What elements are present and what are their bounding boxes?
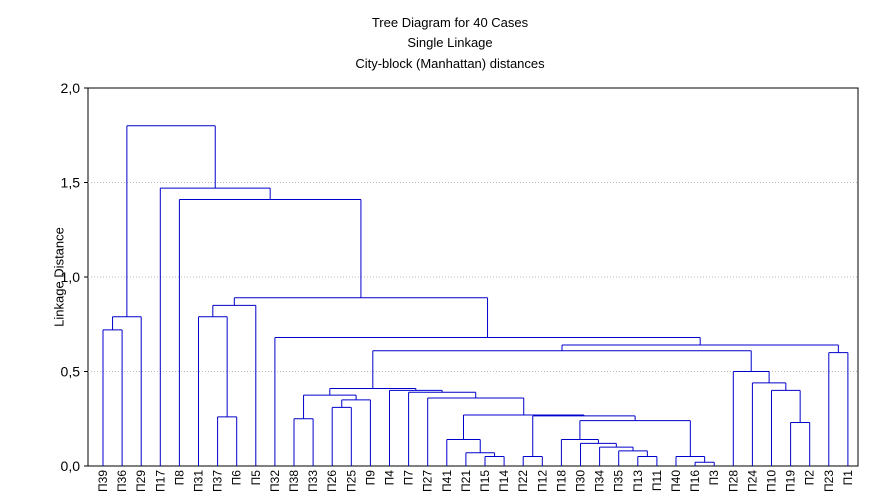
leaf-label: П30 bbox=[574, 470, 588, 492]
y-tick-label: 0,5 bbox=[61, 364, 81, 380]
leaf-label: П26 bbox=[325, 470, 339, 492]
leaf-label: П33 bbox=[306, 470, 320, 492]
chart-title: Tree Diagram for 40 Cases bbox=[372, 15, 529, 30]
leaf-label: П40 bbox=[669, 470, 683, 492]
leaf-label: П10 bbox=[765, 470, 779, 492]
chart-subtitle: Single Linkage bbox=[407, 35, 492, 50]
y-axis-label: Linkage Distance bbox=[51, 227, 66, 327]
leaf-label: П18 bbox=[554, 470, 568, 492]
leaf-label: П17 bbox=[153, 470, 167, 492]
leaf-label: П35 bbox=[612, 470, 626, 492]
leaf-label: П29 bbox=[134, 470, 148, 492]
leaf-label: П32 bbox=[268, 470, 282, 492]
leaf-label: П38 bbox=[287, 470, 301, 492]
leaf-label: П13 bbox=[631, 470, 645, 492]
leaf-label: П25 bbox=[344, 470, 358, 492]
leaf-label: П2 bbox=[803, 470, 817, 486]
y-tick-label: 1,0 bbox=[61, 269, 81, 285]
leaf-label: П31 bbox=[192, 470, 206, 492]
y-tick-label: 1,5 bbox=[61, 175, 81, 191]
chart-subtitle: City-block (Manhattan) distances bbox=[355, 56, 545, 71]
leaf-label: П37 bbox=[211, 470, 225, 492]
leaf-label: П14 bbox=[497, 470, 511, 492]
leaf-label: П8 bbox=[172, 470, 186, 486]
leaf-label: П5 bbox=[249, 470, 263, 486]
leaf-label: П4 bbox=[383, 470, 397, 486]
leaf-label: П6 bbox=[230, 470, 244, 486]
leaf-label: П1 bbox=[841, 470, 855, 486]
leaf-label: П15 bbox=[478, 470, 492, 492]
leaf-label: П34 bbox=[593, 470, 607, 492]
leaf-label: П16 bbox=[688, 470, 702, 492]
leaf-label: П22 bbox=[516, 470, 530, 492]
leaf-label: П7 bbox=[402, 470, 416, 486]
leaf-label: П36 bbox=[115, 470, 129, 492]
leaf-label: П24 bbox=[745, 470, 759, 492]
leaf-label: П21 bbox=[459, 470, 473, 492]
leaf-label: П41 bbox=[440, 470, 454, 492]
leaf-label: П12 bbox=[535, 470, 549, 492]
leaf-label: П27 bbox=[421, 470, 435, 492]
leaf-label: П23 bbox=[822, 470, 836, 492]
leaf-label: П39 bbox=[96, 470, 110, 492]
leaf-label: П3 bbox=[707, 470, 721, 486]
leaf-label: П19 bbox=[784, 470, 798, 492]
y-tick-label: 0,0 bbox=[61, 458, 81, 474]
leaf-label: П28 bbox=[726, 470, 740, 492]
leaf-label: П9 bbox=[363, 470, 377, 486]
y-tick-label: 2,0 bbox=[61, 80, 81, 96]
leaf-label: П11 bbox=[650, 470, 664, 491]
